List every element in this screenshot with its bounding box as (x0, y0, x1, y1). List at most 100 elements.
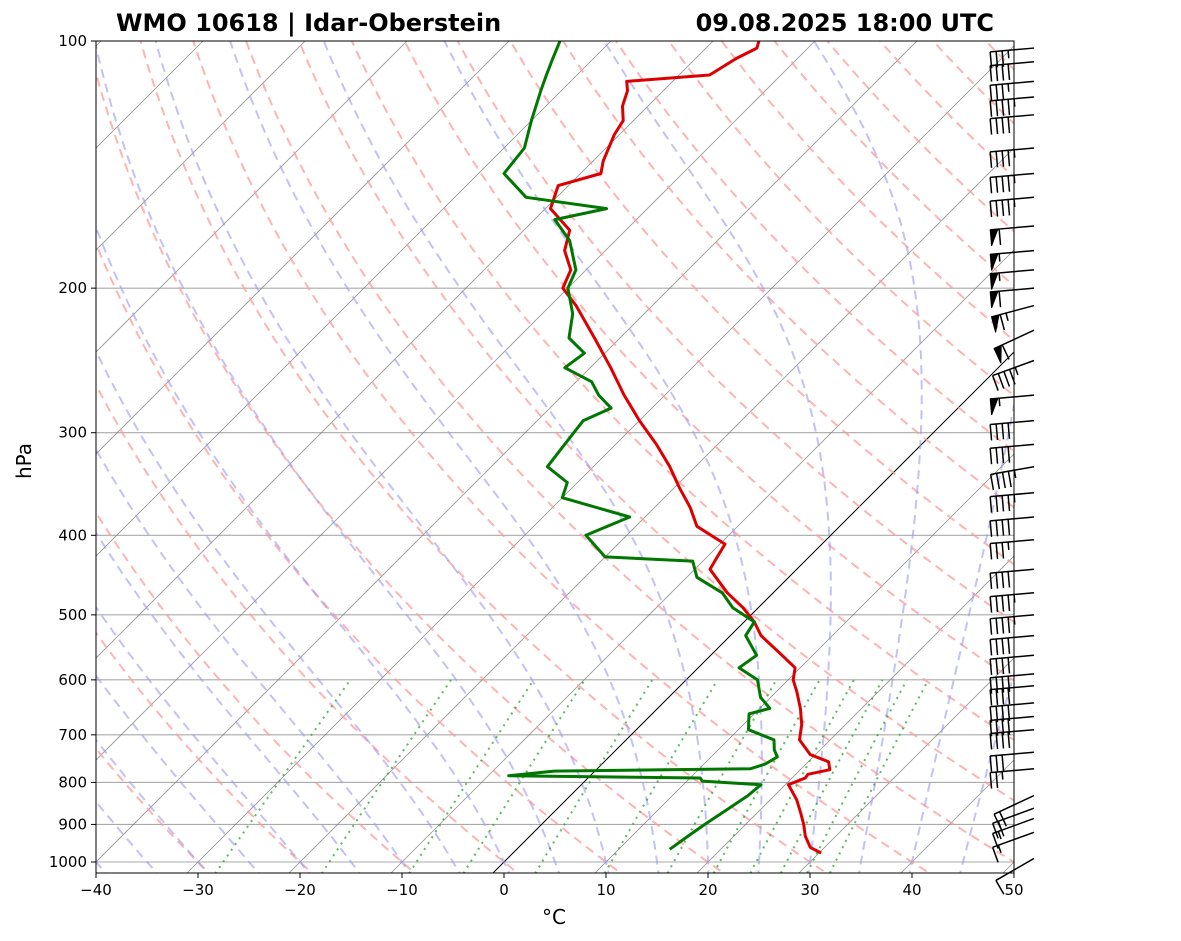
wind-barb (989, 269, 1035, 290)
wind-barb-flag (1001, 64, 1005, 81)
wind-barb-pennant (989, 290, 999, 309)
wind-barb-flag (1001, 472, 1007, 489)
dry-adiabat-line (614, 41, 1014, 453)
wind-barb-pennant (993, 344, 1002, 364)
wind-barb-flag (1007, 175, 1011, 192)
wind-barb-flag (991, 823, 999, 839)
wind-barb-flag (1007, 150, 1011, 167)
x-tick-label: −40 (80, 881, 112, 899)
wind-barb-flag (1007, 571, 1011, 588)
wind-barb-flag (1001, 199, 1005, 217)
wind-barb-flag (989, 201, 993, 218)
wind-barb-half-flag (1013, 594, 1016, 603)
wind-barb-staff (990, 768, 1035, 774)
mixing-ratio-line (828, 679, 930, 873)
wind-barb-pennant (989, 397, 999, 416)
moist-adiabat-line (154, 41, 610, 873)
dry-adiabat-line (96, 382, 520, 873)
wind-barb-half-flag (1013, 149, 1016, 158)
wind-barb (989, 673, 1035, 694)
moist-adiabat-line (322, 41, 710, 873)
wind-barb-half-flag (1007, 50, 1010, 59)
wind-barb-flag (1007, 705, 1011, 722)
temperature-profile (549, 41, 832, 855)
dewpoint-profile (502, 41, 779, 851)
wind-barb (989, 751, 1035, 773)
wind-barb-staff (990, 443, 1035, 449)
y-axis-label: hPa (12, 443, 36, 479)
wind-barb-flag (989, 659, 993, 676)
wind-barb (989, 394, 1035, 416)
x-tick-label: −20 (284, 881, 316, 899)
dry-adiabat-line (509, 41, 1014, 566)
moist-adiabat-line (813, 41, 923, 873)
wind-barb-flag (1007, 422, 1011, 439)
wind-barb-staff (990, 654, 1035, 660)
wind-barb-flag (1001, 519, 1005, 536)
wind-barb-staff (992, 807, 1035, 824)
wind-barb (989, 634, 1035, 656)
isotherm-line (96, 41, 612, 557)
wind-barb (989, 172, 1035, 194)
wind-barb (989, 47, 1035, 68)
wind-barb-flag (989, 677, 993, 694)
y-tick-label: 100 (58, 32, 87, 50)
dry-adiabat-line (350, 41, 1014, 742)
moist-adiabat-line (443, 41, 763, 873)
wind-barb-flag (995, 658, 999, 675)
wind-barb (990, 304, 1035, 333)
wind-barb-flag (998, 811, 1008, 827)
wind-barb (989, 702, 1035, 723)
wind-barb-staff (992, 817, 1035, 835)
isotherm-line (96, 41, 816, 761)
wind-barb-flag (995, 542, 999, 560)
wind-barb-staff (990, 702, 1035, 708)
mixing-ratio-line (779, 679, 884, 873)
wind-barb (989, 592, 1035, 613)
wind-barb-flag (998, 291, 1002, 308)
x-tick-label: 10 (596, 881, 615, 899)
wind-barb-flag (995, 495, 999, 513)
wind-barb-flag (1001, 571, 1005, 589)
dry-adiabat-line (192, 41, 932, 873)
wind-barb-staff (990, 491, 1035, 498)
isotherm-line (594, 453, 1014, 873)
isotherm-line (96, 41, 306, 251)
background-lines (96, 41, 1014, 873)
dry-adiabat-line (403, 41, 1014, 682)
wind-barb-flag (1001, 423, 1005, 440)
wind-barb-half-flag (1013, 494, 1016, 503)
wind-barb (989, 491, 1035, 513)
wind-barb-flag (1007, 657, 1011, 674)
wind-barb-flag (995, 880, 1005, 895)
wind-barb-flag (995, 618, 999, 635)
wind-barb-flag (995, 118, 999, 135)
wind-barb-flag (995, 84, 999, 101)
wind-barb-flag (995, 100, 999, 117)
wind-barb-flag (991, 375, 999, 391)
wind-barb-flag (1001, 732, 1005, 749)
wind-barb-flag (989, 706, 993, 723)
wind-barb-flag (1001, 705, 1005, 722)
wind-barb-half-flag (998, 253, 1001, 262)
dry-adiabat-line (297, 41, 1014, 802)
wind-barb-half-flag (1013, 198, 1016, 208)
wind-barb-half-flag (998, 272, 1001, 281)
wind-barb-half-flag (997, 831, 1002, 840)
wind-barb (993, 329, 1035, 364)
wind-barb-flag (1001, 495, 1005, 512)
wind-barb-flag (995, 65, 999, 82)
wind-barb-flag (989, 596, 993, 613)
wind-barb-flag (989, 755, 993, 773)
wind-barb-flag (989, 85, 993, 102)
wind-barb-flag (1001, 638, 1005, 655)
wind-barb-flag (1007, 594, 1011, 612)
wind-barb-flag (1007, 446, 1011, 463)
y-tick-label: 700 (58, 726, 87, 744)
wind-barb-staff (990, 147, 1035, 153)
mixing-ratio-line (749, 679, 855, 873)
y-tick-label: 1000 (49, 853, 87, 871)
wind-barb-flag (1007, 117, 1011, 134)
wind-barb-staff (990, 196, 1035, 202)
